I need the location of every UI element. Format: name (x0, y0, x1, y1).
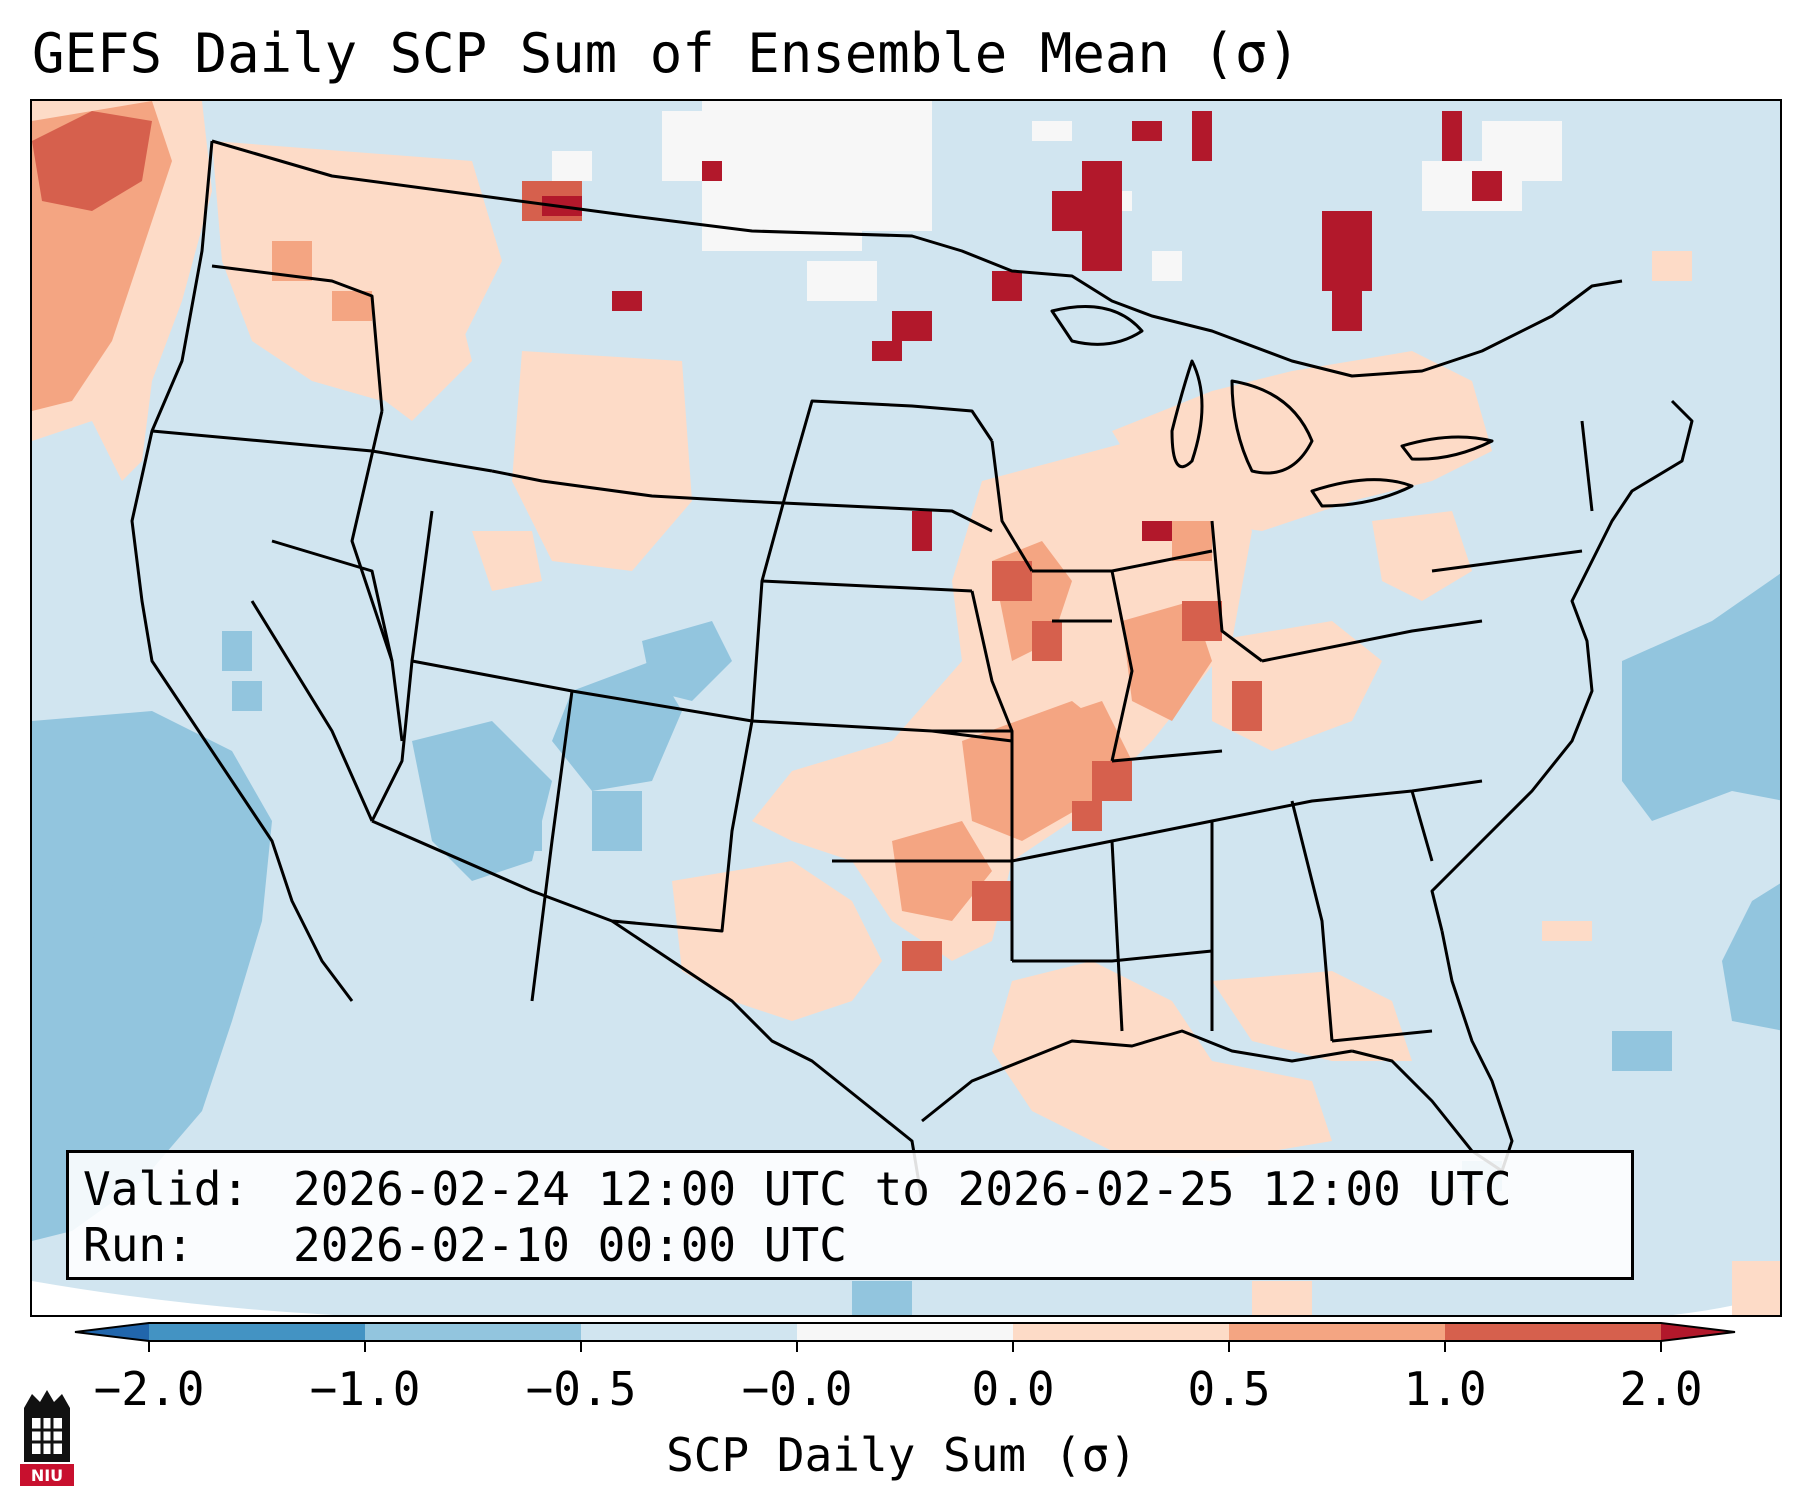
borders (130, 139, 1694, 1202)
valid-info-box: Valid: 2026-02-24 12:00 UTC to 2026-02-25… (66, 1150, 1634, 1280)
colorbar-bin-6 (1229, 1323, 1445, 1341)
run-label: Run: (83, 1218, 194, 1272)
colorbar-bin-1 (149, 1323, 365, 1341)
above-normal-light (32, 101, 1780, 1315)
colorbar-tick-label: −0.5 (525, 1362, 637, 1416)
colorbar (74, 1322, 1736, 1352)
colorbar-bin-4 (797, 1323, 1013, 1341)
chart-title: GEFS Daily SCP Sum of Ensemble Mean (σ) (32, 22, 1300, 85)
colorbar-tick-label: 2.0 (1619, 1362, 1703, 1416)
colorbar-tick-label: 0.5 (1187, 1362, 1271, 1416)
colorbar-tick-label: −2.0 (93, 1362, 205, 1416)
colorbar-tick-label: 1.0 (1403, 1362, 1487, 1416)
niu-logo-icon: NIU (20, 1390, 74, 1486)
colorbar-bin-2 (365, 1323, 581, 1341)
colorbar-ticks (148, 1341, 1662, 1352)
valid-label: Valid: (83, 1162, 250, 1216)
colorbar-bin-7 (1445, 1323, 1661, 1341)
run-value: 2026-02-10 00:00 UTC (293, 1218, 847, 1272)
map-canvas (32, 101, 1780, 1315)
logo-text: NIU (31, 1466, 63, 1485)
colorbar-bin-3 (581, 1323, 797, 1341)
colorbar-under-arrow (75, 1323, 149, 1341)
valid-value: 2026-02-24 12:00 UTC to 2026-02-25 12:00… (293, 1162, 1512, 1216)
below-normal-regions (32, 573, 1780, 1315)
colorbar-tick-label: 0.0 (971, 1362, 1055, 1416)
colorbar-tick-label: −0.0 (741, 1362, 853, 1416)
offgrid-corner (32, 1281, 335, 1315)
colorbar-label: SCP Daily Sum (σ) (666, 1428, 1137, 1482)
colorbar-bin-5 (1013, 1323, 1229, 1341)
map-panel (30, 99, 1782, 1317)
extreme-cells (542, 111, 1502, 551)
colorbar-tick-label: −1.0 (309, 1362, 421, 1416)
colorbar-over-arrow (1661, 1323, 1735, 1341)
